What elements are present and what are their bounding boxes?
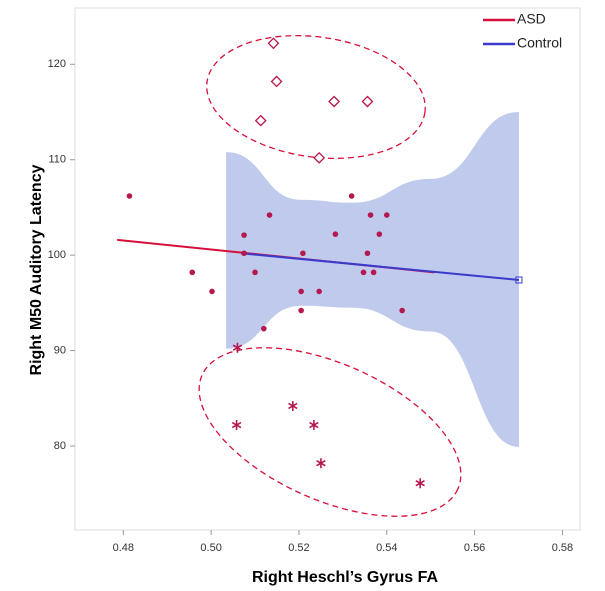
point <box>209 288 215 295</box>
point <box>316 458 326 469</box>
x-tick-label: 0.48 <box>113 542 134 554</box>
point <box>267 37 280 50</box>
point <box>298 288 304 295</box>
legend-label: ASD <box>517 11 546 27</box>
point <box>376 231 383 237</box>
point <box>399 307 405 314</box>
fit-line <box>240 252 520 281</box>
point <box>266 212 273 218</box>
annotation-ellipse <box>206 34 426 160</box>
annotation-ellipse <box>198 347 462 517</box>
y-tick-label: 80 <box>54 440 66 452</box>
point <box>309 420 319 431</box>
x-axis-title: Right Heschl’s Gyrus FA <box>252 569 439 586</box>
line-end-marker <box>515 276 523 284</box>
legend-label: Control <box>517 35 562 51</box>
point <box>332 231 339 237</box>
y-tick-label: 100 <box>48 249 66 261</box>
x-tick-label: 0.58 <box>552 542 573 554</box>
point <box>316 288 322 295</box>
x-tick-label: 0.50 <box>200 542 221 554</box>
point <box>367 212 374 218</box>
x-tick-label: 0.56 <box>464 542 485 554</box>
point <box>241 250 247 257</box>
point <box>348 193 355 199</box>
point <box>361 95 374 108</box>
y-tick-label: 110 <box>48 154 66 166</box>
plot-frame <box>74 7 581 531</box>
x-tick-label: 0.52 <box>288 542 309 554</box>
point <box>364 250 371 257</box>
y-tick-label: 90 <box>54 344 66 356</box>
point <box>270 75 283 88</box>
point <box>252 269 258 276</box>
point <box>189 269 196 276</box>
point <box>328 95 341 108</box>
x-tick-label: 0.54 <box>376 542 397 554</box>
point <box>126 193 133 199</box>
y-tick-label: 120 <box>48 58 66 70</box>
point <box>300 250 306 257</box>
point <box>254 114 267 127</box>
point <box>298 307 304 314</box>
point <box>231 420 242 431</box>
point <box>261 325 267 332</box>
point <box>415 478 425 489</box>
point <box>360 269 367 276</box>
point <box>232 342 243 353</box>
point <box>241 232 247 238</box>
point <box>288 400 298 411</box>
point <box>313 151 326 164</box>
point <box>383 212 390 218</box>
point <box>370 269 377 276</box>
confidence-band <box>226 112 519 447</box>
y-axis-title: Right M50 Auditory Latency <box>28 164 45 375</box>
